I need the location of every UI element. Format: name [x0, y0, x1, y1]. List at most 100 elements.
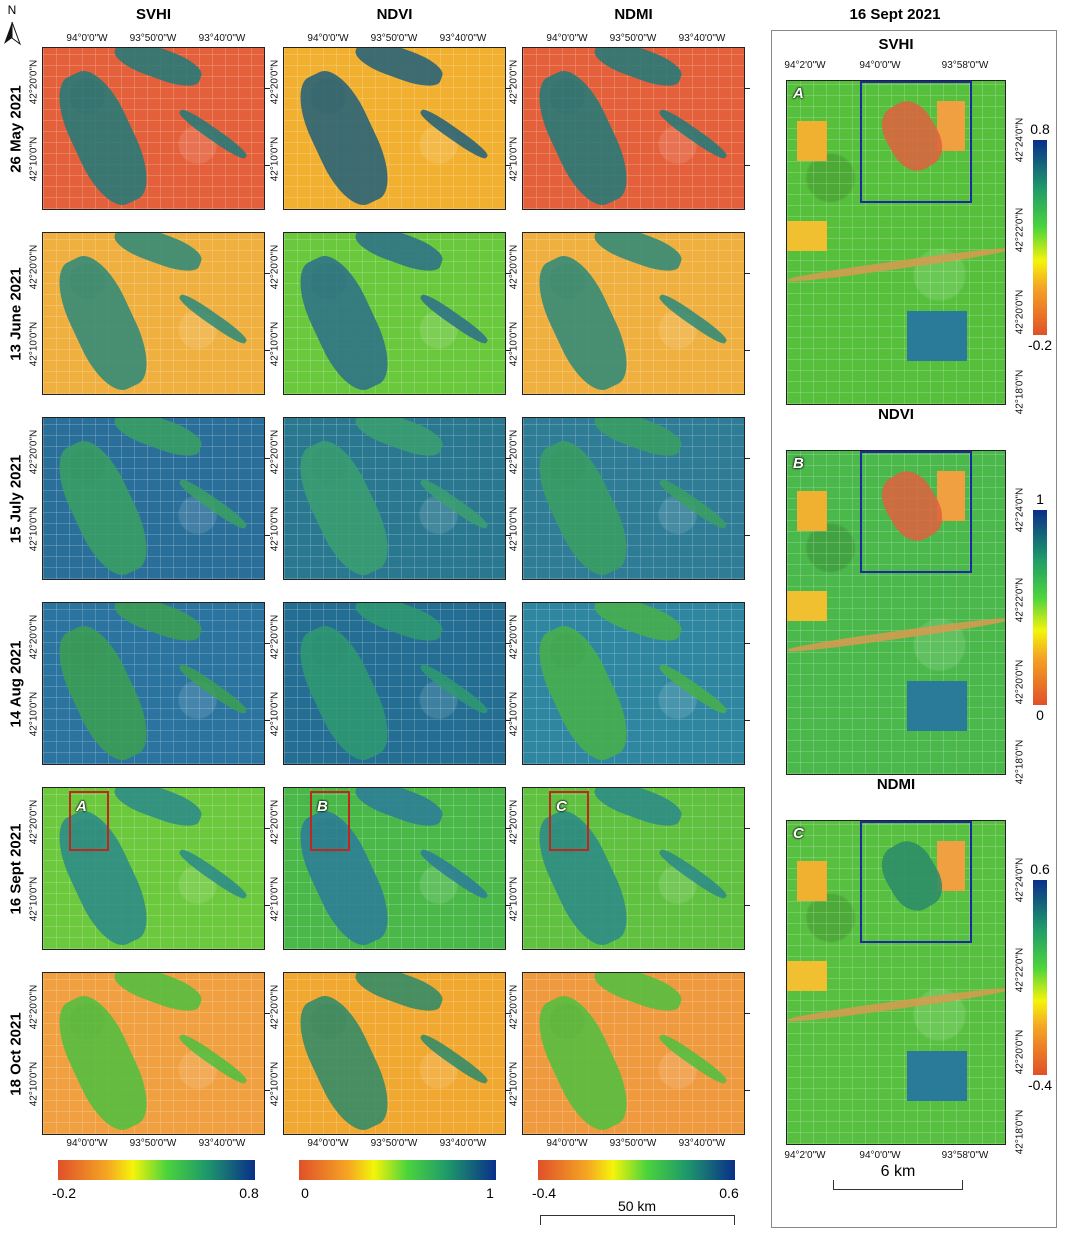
lon-label: 93°50'0"W: [609, 1138, 657, 1149]
lon-label: 94°2'0"W: [784, 1150, 826, 1161]
map-panel: [42, 602, 265, 765]
lat-label: 42°20'0"N: [269, 244, 281, 290]
river: [287, 61, 401, 209]
river: [787, 985, 1005, 1025]
field: [907, 1051, 967, 1101]
inset-letter: B: [317, 798, 328, 815]
row-label: 18 Oct 2021: [7, 1011, 25, 1096]
river: [176, 106, 250, 162]
lat-label: 42°10'0"N: [269, 321, 281, 367]
lat-label: 42°10'0"N: [269, 136, 281, 182]
colorbar-max: 0.8: [239, 1185, 259, 1201]
tick-mark: [506, 273, 511, 274]
river: [351, 418, 447, 463]
scale-bar: [540, 1215, 735, 1225]
map-panel: C: [522, 787, 745, 950]
lat-label: 42°20'0"N: [508, 244, 520, 290]
lon-label: 94°0'0"W: [66, 33, 108, 44]
lat-label: 42°22'0"N: [1014, 947, 1026, 993]
inset-box: [549, 791, 589, 851]
river: [590, 603, 686, 648]
river: [656, 476, 730, 532]
tick-mark: [265, 905, 270, 906]
lon-label: 94°0'0"W: [66, 1138, 108, 1149]
river: [110, 788, 206, 833]
lon-label: 94°0'0"W: [307, 33, 349, 44]
colorbar-min: 0: [1036, 707, 1044, 723]
tick-mark: [745, 1013, 750, 1014]
river: [656, 846, 730, 902]
map-panel: [522, 972, 745, 1135]
lat-label: 42°22'0"N: [1014, 577, 1026, 623]
tick-mark: [506, 458, 511, 459]
row-label: 26 May 2021: [7, 84, 25, 173]
tick-mark: [506, 828, 511, 829]
river: [176, 291, 250, 347]
river: [46, 61, 160, 209]
lat-label: 42°20'0"N: [508, 799, 520, 845]
scale-label: 6 km: [880, 1163, 916, 1180]
river: [110, 233, 206, 278]
inset-letter: C: [556, 798, 567, 815]
detail-title: 16 Sept 2021: [849, 6, 941, 23]
tick-mark: [745, 1090, 750, 1091]
river: [351, 603, 447, 648]
tick-mark: [506, 350, 511, 351]
lat-label: 42°20'0"N: [508, 614, 520, 660]
tick-mark: [745, 905, 750, 906]
lon-label: 93°50'0"W: [370, 1138, 418, 1149]
north-arrow: N: [4, 3, 22, 46]
lat-label: 42°20'0"N: [28, 984, 40, 1030]
tick-mark: [745, 828, 750, 829]
tick-mark: [745, 720, 750, 721]
map-panel: [42, 232, 265, 395]
north-label: N: [8, 3, 17, 17]
lat-label: 42°10'0"N: [508, 691, 520, 737]
river: [176, 1031, 250, 1087]
north-arrow-right: [11, 21, 22, 46]
tick-mark: [265, 273, 270, 274]
tick-mark: [745, 535, 750, 536]
river: [110, 48, 206, 93]
tick-mark: [265, 1090, 270, 1091]
river: [656, 291, 730, 347]
inset-box: [69, 791, 109, 851]
lat-label: 42°10'0"N: [28, 506, 40, 552]
river: [287, 431, 401, 579]
river: [176, 846, 250, 902]
panel-letter: C: [793, 825, 804, 842]
detail-panel-title: NDVI: [878, 406, 914, 423]
river: [351, 788, 447, 833]
river: [110, 603, 206, 648]
river: [590, 788, 686, 833]
river: [110, 418, 206, 463]
river: [417, 106, 491, 162]
colorbar-max: 1: [1036, 491, 1044, 507]
lat-label: 42°10'0"N: [508, 876, 520, 922]
lon-label: 93°40'0"W: [678, 33, 726, 44]
row-label: 15 July 2021: [7, 454, 25, 543]
colorbar-min: 0: [301, 1185, 309, 1201]
river: [787, 245, 1005, 285]
map-panel: [522, 417, 745, 580]
river: [46, 246, 160, 394]
panel-letter: B: [793, 455, 804, 472]
lon-label: 94°0'0"W: [307, 1138, 349, 1149]
tick-mark: [265, 165, 270, 166]
map-panel: [42, 47, 265, 210]
colorbar-min: -0.2: [51, 1185, 77, 1201]
scale-bar: [833, 1180, 963, 1190]
tick-mark: [506, 1013, 511, 1014]
column-title: SVHI: [135, 6, 172, 23]
lat-label: 42°20'0"N: [269, 984, 281, 1030]
lat-label: 42°20'0"N: [269, 799, 281, 845]
river: [526, 986, 640, 1134]
river: [526, 61, 640, 209]
lon-label: 93°40'0"W: [439, 1138, 487, 1149]
map-panel: [42, 972, 265, 1135]
lat-label: 42°10'0"N: [269, 506, 281, 552]
column-title: NDVI: [376, 6, 413, 23]
lon-label: 93°40'0"W: [198, 33, 246, 44]
north-arrow-left: [4, 22, 12, 44]
tick-mark: [506, 88, 511, 89]
